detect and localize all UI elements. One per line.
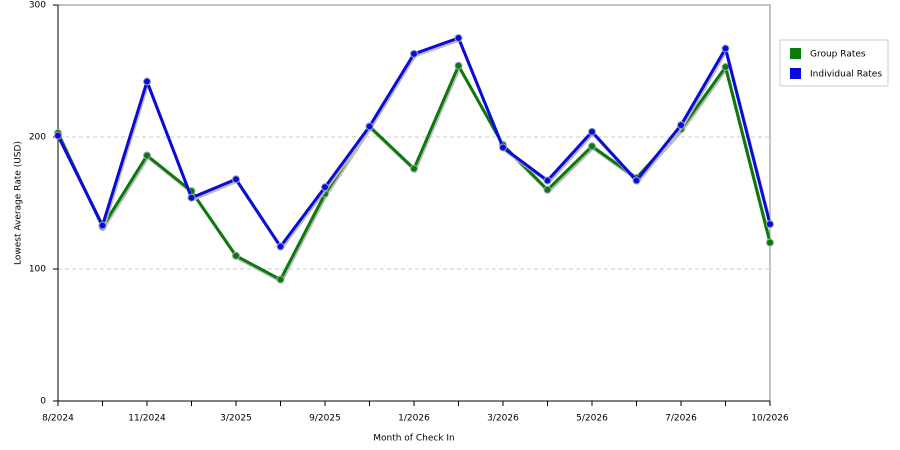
data-point [766,238,774,247]
data-point [232,251,240,260]
data-point [98,221,107,230]
data-point [410,49,418,58]
data-point [143,151,151,160]
x-tick-label: 11/2024 [128,414,166,424]
data-point [232,175,240,184]
data-point [54,131,62,140]
data-point [143,77,151,86]
y-tick-label: 0 [40,397,46,407]
data-point [543,176,552,185]
data-point [454,34,463,42]
data-point [365,122,374,131]
series-shadow [57,64,773,284]
legend-label: Group Rates [810,50,866,60]
x-tick-label: 1/2026 [398,414,430,424]
data-point [588,142,596,151]
data-point [543,185,552,194]
series-line [56,36,772,250]
x-tick-label: 7/2026 [665,414,697,424]
legend-label: Individual Rates [810,70,882,80]
x-tick-label: 3/2025 [220,414,252,424]
data-point [588,127,596,136]
y-axis-label: Lowest Average Rate (USD) [14,141,24,265]
data-point [721,44,730,53]
y-tick-label: 300 [29,1,46,11]
x-tick-label: 10/2026 [751,414,789,424]
x-axis-label: Month of Check In [373,434,455,444]
data-point [766,220,774,229]
data-point [410,164,418,173]
x-tick-label: 3/2026 [487,414,519,424]
data-point [276,242,285,251]
x-tick-label: 8/2024 [42,414,74,424]
data-point [677,121,685,130]
legend-swatch [790,48,801,59]
y-tick-label: 200 [29,133,46,143]
data-point [321,183,329,192]
y-tick-label: 100 [29,265,46,275]
data-point [276,275,285,284]
legend-swatch [790,68,801,79]
data-point [721,63,730,72]
x-tick-label: 5/2026 [576,414,608,424]
x-tick-label: 9/2025 [309,414,341,424]
data-point [187,193,196,202]
data-point [454,61,463,70]
data-point [632,176,641,185]
data-point [499,143,507,152]
plot-frame [57,4,771,402]
